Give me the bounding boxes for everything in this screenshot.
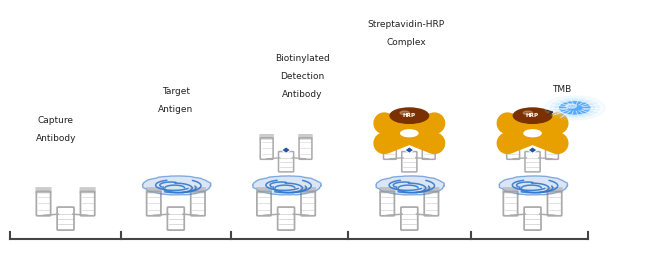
Text: Target: Target bbox=[162, 87, 190, 96]
FancyBboxPatch shape bbox=[424, 187, 439, 193]
Text: Biotinylated: Biotinylated bbox=[275, 54, 330, 63]
Polygon shape bbox=[281, 147, 291, 153]
Text: Detection: Detection bbox=[280, 72, 324, 81]
FancyBboxPatch shape bbox=[190, 191, 205, 216]
FancyBboxPatch shape bbox=[301, 191, 315, 216]
FancyBboxPatch shape bbox=[502, 187, 518, 193]
FancyBboxPatch shape bbox=[146, 187, 162, 193]
FancyBboxPatch shape bbox=[524, 207, 541, 230]
Circle shape bbox=[560, 102, 590, 114]
FancyBboxPatch shape bbox=[80, 187, 96, 193]
FancyBboxPatch shape bbox=[36, 191, 51, 216]
Text: Capture: Capture bbox=[38, 116, 74, 125]
FancyBboxPatch shape bbox=[278, 152, 294, 172]
FancyBboxPatch shape bbox=[256, 187, 272, 193]
FancyBboxPatch shape bbox=[36, 187, 51, 193]
Polygon shape bbox=[528, 147, 537, 153]
Text: Complex: Complex bbox=[386, 38, 426, 47]
FancyBboxPatch shape bbox=[422, 134, 436, 139]
FancyBboxPatch shape bbox=[383, 134, 397, 139]
FancyBboxPatch shape bbox=[424, 191, 439, 216]
FancyBboxPatch shape bbox=[547, 187, 562, 193]
Circle shape bbox=[390, 108, 428, 123]
FancyBboxPatch shape bbox=[257, 191, 271, 216]
Text: HRP: HRP bbox=[526, 113, 539, 118]
FancyBboxPatch shape bbox=[507, 138, 519, 159]
Circle shape bbox=[523, 111, 532, 115]
Text: Antibody: Antibody bbox=[36, 134, 76, 143]
Text: Streptavidin-HRP: Streptavidin-HRP bbox=[367, 20, 445, 29]
FancyBboxPatch shape bbox=[278, 207, 294, 230]
Circle shape bbox=[566, 104, 577, 108]
FancyBboxPatch shape bbox=[260, 138, 273, 159]
Polygon shape bbox=[405, 147, 414, 153]
FancyBboxPatch shape bbox=[300, 187, 316, 193]
Text: A: A bbox=[530, 130, 535, 136]
Circle shape bbox=[514, 108, 552, 123]
FancyBboxPatch shape bbox=[525, 152, 540, 172]
FancyBboxPatch shape bbox=[57, 207, 74, 230]
Circle shape bbox=[401, 130, 418, 137]
FancyBboxPatch shape bbox=[506, 134, 520, 139]
FancyBboxPatch shape bbox=[384, 138, 396, 159]
Polygon shape bbox=[376, 176, 445, 195]
FancyBboxPatch shape bbox=[298, 134, 313, 139]
Text: TMB: TMB bbox=[552, 86, 571, 94]
Text: Antibody: Antibody bbox=[282, 90, 322, 99]
FancyBboxPatch shape bbox=[503, 191, 517, 216]
FancyBboxPatch shape bbox=[260, 134, 274, 139]
Circle shape bbox=[544, 96, 605, 120]
FancyBboxPatch shape bbox=[545, 134, 559, 139]
Text: A: A bbox=[407, 130, 412, 136]
Circle shape bbox=[555, 100, 595, 116]
FancyBboxPatch shape bbox=[402, 152, 417, 172]
FancyBboxPatch shape bbox=[380, 191, 395, 216]
Text: HRP: HRP bbox=[403, 113, 416, 118]
FancyBboxPatch shape bbox=[401, 207, 418, 230]
FancyBboxPatch shape bbox=[545, 138, 558, 159]
Polygon shape bbox=[142, 176, 211, 195]
FancyBboxPatch shape bbox=[147, 191, 161, 216]
FancyBboxPatch shape bbox=[168, 207, 184, 230]
FancyBboxPatch shape bbox=[422, 138, 435, 159]
FancyBboxPatch shape bbox=[299, 138, 312, 159]
Circle shape bbox=[400, 111, 410, 115]
FancyBboxPatch shape bbox=[81, 191, 95, 216]
Polygon shape bbox=[253, 176, 321, 195]
FancyBboxPatch shape bbox=[190, 187, 205, 193]
Polygon shape bbox=[499, 176, 567, 195]
FancyBboxPatch shape bbox=[547, 191, 562, 216]
Text: Antigen: Antigen bbox=[158, 106, 194, 114]
Circle shape bbox=[550, 98, 599, 118]
Circle shape bbox=[524, 130, 541, 137]
FancyBboxPatch shape bbox=[380, 187, 395, 193]
